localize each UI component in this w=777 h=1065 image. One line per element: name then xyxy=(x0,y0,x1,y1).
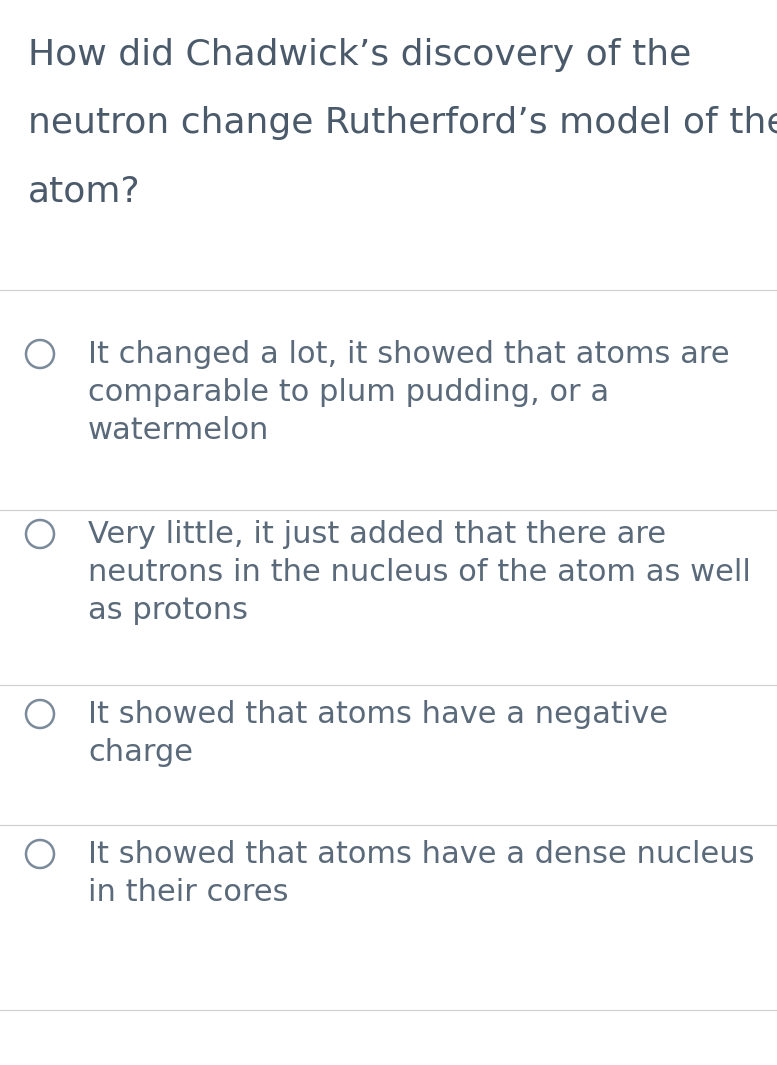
Text: watermelon: watermelon xyxy=(88,416,270,445)
Text: It showed that atoms have a negative: It showed that atoms have a negative xyxy=(88,700,668,730)
Text: as protons: as protons xyxy=(88,596,248,625)
Text: in their cores: in their cores xyxy=(88,878,288,907)
Text: charge: charge xyxy=(88,738,193,767)
Text: atom?: atom? xyxy=(28,174,141,208)
Text: It showed that atoms have a dense nucleus: It showed that atoms have a dense nucleu… xyxy=(88,840,754,869)
Text: comparable to plum pudding, or a: comparable to plum pudding, or a xyxy=(88,378,609,407)
Text: neutron change Rutherford’s model of the: neutron change Rutherford’s model of the xyxy=(28,106,777,140)
Text: Very little, it just added that there are: Very little, it just added that there ar… xyxy=(88,520,666,548)
Text: How did Chadwick’s discovery of the: How did Chadwick’s discovery of the xyxy=(28,38,692,72)
Text: neutrons in the nucleus of the atom as well: neutrons in the nucleus of the atom as w… xyxy=(88,558,751,587)
Text: It changed a lot, it showed that atoms are: It changed a lot, it showed that atoms a… xyxy=(88,340,730,368)
